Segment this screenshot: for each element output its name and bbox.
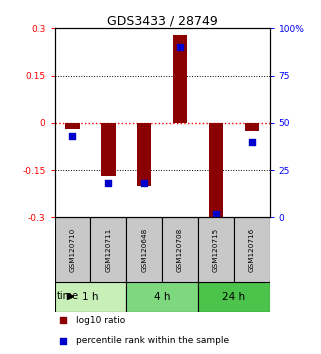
Point xyxy=(61,318,66,323)
Point xyxy=(106,181,111,186)
Text: GSM120708: GSM120708 xyxy=(177,228,183,272)
Bar xyxy=(162,217,198,282)
Point xyxy=(249,139,254,145)
Bar xyxy=(65,123,80,129)
Title: GDS3433 / 28749: GDS3433 / 28749 xyxy=(107,14,218,27)
Point xyxy=(142,181,147,186)
Bar xyxy=(173,35,187,123)
Bar xyxy=(91,217,126,282)
Bar xyxy=(245,123,259,131)
Text: GSM120715: GSM120715 xyxy=(213,228,219,272)
Point xyxy=(61,338,66,344)
Bar xyxy=(198,217,234,282)
Point xyxy=(178,44,183,50)
Bar xyxy=(209,123,223,217)
Text: GSM120716: GSM120716 xyxy=(249,228,255,272)
Point xyxy=(213,211,218,217)
Text: 4 h: 4 h xyxy=(154,292,170,302)
Bar xyxy=(126,282,198,312)
Point xyxy=(70,133,75,139)
Text: GSM120648: GSM120648 xyxy=(141,228,147,272)
Bar xyxy=(101,123,116,177)
Bar xyxy=(55,282,126,312)
Text: percentile rank within the sample: percentile rank within the sample xyxy=(76,336,229,346)
Bar xyxy=(234,217,270,282)
Bar xyxy=(126,217,162,282)
Text: 24 h: 24 h xyxy=(222,292,245,302)
Bar xyxy=(137,123,152,186)
Text: GSM120710: GSM120710 xyxy=(69,228,75,272)
Text: log10 ratio: log10 ratio xyxy=(76,316,125,325)
Bar xyxy=(198,282,270,312)
Text: time: time xyxy=(56,291,79,301)
Text: 1 h: 1 h xyxy=(82,292,99,302)
Bar xyxy=(55,217,91,282)
Text: GSM120711: GSM120711 xyxy=(105,228,111,272)
